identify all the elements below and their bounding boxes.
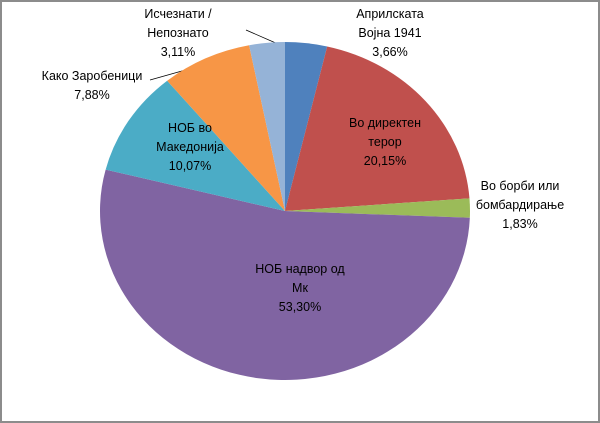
value-label: 20,15% xyxy=(364,154,406,168)
slice-label: НОБ надвор од Мк xyxy=(255,262,345,295)
slice-label: Во директен терор xyxy=(349,116,421,149)
value-label: 3,11% xyxy=(161,45,196,59)
value-label: 1,83% xyxy=(502,217,537,231)
slice-label: НОБ во Македонија xyxy=(156,121,224,154)
value-label: 10,07% xyxy=(169,159,211,173)
pie-slice xyxy=(100,169,470,381)
value-label: 3,66% xyxy=(372,45,407,59)
pie-slice xyxy=(105,80,285,211)
pie-slice xyxy=(249,42,285,211)
slice-label: Исчезнати / Непознато xyxy=(144,7,212,40)
value-label: 53,30% xyxy=(279,300,321,314)
pie-slice xyxy=(285,42,328,211)
slice-label: Априлската Војна 1941 xyxy=(356,7,424,40)
pie-slice xyxy=(285,198,471,218)
pie-slice xyxy=(167,45,285,212)
slice-label: Во борби или бомбардирање xyxy=(476,179,564,212)
leader-line xyxy=(245,29,279,45)
slice-label: Како Заробеници xyxy=(42,69,143,83)
pie-slice xyxy=(285,46,470,211)
value-label: 7,88% xyxy=(74,88,109,102)
